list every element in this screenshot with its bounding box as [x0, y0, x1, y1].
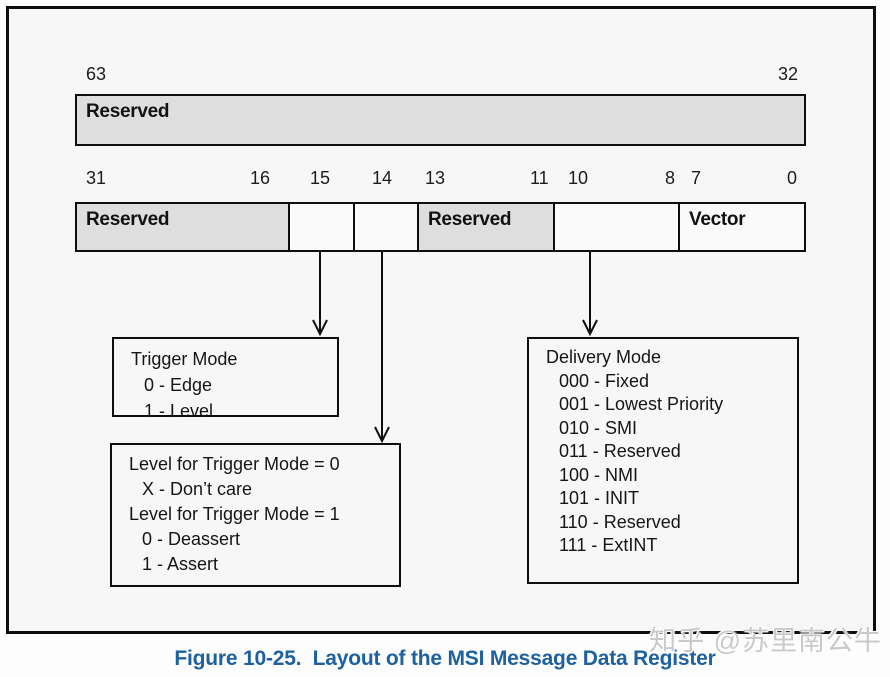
- delivery-mode-line: 000 - Fixed: [559, 370, 650, 391]
- field-level-bit-14: [353, 204, 417, 250]
- level-line: Level for Trigger Mode = 1: [129, 504, 340, 524]
- delivery-mode-line: 010 - SMI: [559, 417, 638, 438]
- level-line: 0 - Deassert: [142, 529, 241, 549]
- bit-label-31: 31: [86, 168, 107, 188]
- bit-label-13: 13: [425, 168, 446, 188]
- bit-label-16: 16: [250, 168, 271, 188]
- field-reserved-13-11-label: Reserved: [428, 209, 512, 230]
- bit-label-32: 32: [778, 64, 799, 84]
- delivery-mode-line: 101 - INIT: [559, 488, 640, 508]
- figure-caption: Figure 10-25. Layout of the MSI Message …: [174, 647, 716, 670]
- zhihu-watermark: 知乎 @苏里南公牛: [649, 626, 882, 656]
- level-box: Level for Trigger Mode = 0 X - Don’t car…: [110, 443, 401, 587]
- delivery-mode-box: Delivery Mode 000 - Fixed 001 - Lowest P…: [527, 337, 799, 584]
- level-line: 1 - Assert: [142, 554, 219, 574]
- field-vector-label: Vector: [689, 209, 746, 230]
- register-high-dword: Reserved: [75, 94, 806, 146]
- delivery-mode-line: 110 - Reserved: [559, 511, 681, 532]
- field-reserved-31-16: Reserved: [77, 204, 288, 250]
- bit-label-8: 8: [665, 168, 676, 188]
- field-trigger-mode-bit-15: [288, 204, 353, 250]
- field-delivery-mode-bits-10-8: [553, 204, 678, 250]
- delivery-mode-line: 001 - Lowest Priority: [559, 394, 724, 414]
- trigger-mode-line: 1 - Level: [144, 401, 214, 421]
- field-reserved-63-32: Reserved: [86, 101, 170, 122]
- delivery-mode-title: Delivery Mode: [546, 347, 662, 367]
- level-line: Level for Trigger Mode = 0: [129, 454, 340, 474]
- bit-label-63: 63: [86, 64, 107, 84]
- trigger-mode-box: Trigger Mode 0 - Edge 1 - Level: [112, 337, 339, 421]
- level-line: X - Don’t care: [142, 479, 253, 499]
- bit-label-10: 10: [568, 168, 589, 188]
- field-vector-bits-7-0: Vector: [678, 204, 804, 250]
- bit-label-7: 7: [691, 168, 702, 188]
- register-low-dword: Reserved Reserved Vector: [75, 202, 806, 252]
- bit-label-14: 14: [372, 168, 393, 188]
- bit-label-15: 15: [310, 168, 331, 188]
- bit-label-0: 0: [787, 168, 798, 188]
- delivery-mode-line: 111 - ExtINT: [559, 535, 658, 555]
- delivery-mode-line: 100 - NMI: [559, 464, 639, 485]
- trigger-mode-title: Trigger Mode: [131, 349, 238, 369]
- field-reserved-13-11: Reserved: [417, 204, 553, 250]
- trigger-mode-line: 0 - Edge: [144, 375, 213, 395]
- field-reserved-31-16-label: Reserved: [86, 209, 170, 230]
- delivery-mode-line: 011 - Reserved: [559, 441, 681, 461]
- bit-label-11: 11: [530, 168, 549, 188]
